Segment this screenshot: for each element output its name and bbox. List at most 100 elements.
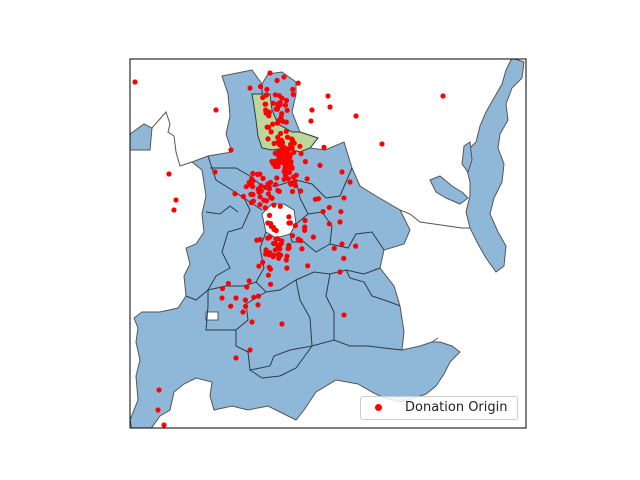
donation-point <box>248 191 254 197</box>
donation-point <box>298 238 304 244</box>
donation-point <box>132 79 138 85</box>
donation-point <box>155 407 161 413</box>
donation-point <box>283 97 290 104</box>
donation-point <box>246 278 252 284</box>
donation-point <box>275 152 282 158</box>
donation-point <box>285 176 291 182</box>
donation-point <box>341 312 347 318</box>
donation-point <box>271 240 277 247</box>
donation-point <box>325 93 331 99</box>
donation-point <box>266 186 272 192</box>
donation-point <box>256 263 262 269</box>
donation-point <box>293 172 299 178</box>
donation-point <box>225 280 231 287</box>
donation-point <box>249 319 255 325</box>
donation-point <box>244 284 250 290</box>
donation-point <box>277 203 283 209</box>
donation-point <box>228 147 234 153</box>
donation-point <box>338 209 344 215</box>
donation-point <box>302 159 308 165</box>
donation-point <box>278 130 284 137</box>
donation-point <box>284 134 291 140</box>
donation-point <box>279 321 285 327</box>
city-boundary-area <box>130 69 461 428</box>
donation-point <box>292 223 298 229</box>
donation-point <box>284 148 291 154</box>
donation-point <box>308 118 314 124</box>
donation-point <box>339 169 345 175</box>
donation-point <box>267 266 274 272</box>
lake-arm-small <box>461 141 473 174</box>
donation-point <box>309 107 315 113</box>
donation-point <box>292 183 298 189</box>
donation-point <box>255 293 261 299</box>
donation-point <box>290 91 296 97</box>
donation-point <box>264 124 270 130</box>
donation-point <box>264 86 270 92</box>
donation-point <box>213 107 219 113</box>
donation-point <box>212 169 218 175</box>
donation-point <box>298 151 304 157</box>
donation-point <box>291 149 297 155</box>
donation-point <box>275 245 281 251</box>
thin-boundary-lines <box>151 111 470 343</box>
donation-point <box>254 237 260 243</box>
donation-point <box>257 84 264 90</box>
donation-point <box>310 234 316 240</box>
donation-point <box>337 269 343 275</box>
donation-point <box>267 179 274 185</box>
donation-point <box>284 265 290 271</box>
donation-point <box>273 236 279 242</box>
donation-point <box>261 197 267 203</box>
donation-point <box>275 139 281 145</box>
donation-point <box>279 95 285 101</box>
donation-point <box>265 191 271 197</box>
donation-point <box>274 77 280 84</box>
donation-point <box>268 129 274 135</box>
donation-point <box>282 163 288 169</box>
donation-point <box>171 207 177 213</box>
donation-point <box>339 241 345 247</box>
donation-point <box>281 168 287 175</box>
left-detached-area <box>130 123 153 151</box>
donation-point <box>260 94 266 101</box>
donation-point <box>156 387 162 393</box>
donation-point <box>228 303 234 309</box>
donation-point <box>273 106 279 112</box>
legend-marker-icon <box>375 404 382 411</box>
donation-point <box>243 303 249 309</box>
donation-point <box>337 219 343 225</box>
donation-point <box>251 294 257 300</box>
district-boundaries <box>185 84 403 379</box>
donation-point <box>255 186 261 192</box>
donation-point <box>279 159 285 166</box>
donation-point <box>379 141 385 147</box>
donation-point <box>250 170 256 177</box>
donation-point <box>275 187 281 194</box>
donation-point <box>274 175 280 181</box>
donation-point <box>320 209 326 215</box>
donation-point <box>276 255 282 261</box>
donation-point <box>282 172 288 179</box>
donation-point <box>286 214 292 220</box>
donation-point <box>281 144 287 150</box>
donation-point <box>282 102 288 108</box>
donation-point <box>288 144 294 150</box>
donation-point <box>262 184 268 190</box>
donation-point <box>265 220 271 226</box>
legend: Donation Origin <box>360 396 518 420</box>
donation-point <box>275 134 281 140</box>
donation-point <box>326 221 332 227</box>
donation-point <box>287 220 293 226</box>
donation-point <box>271 252 277 258</box>
donation-point <box>219 285 226 292</box>
donation-point <box>240 193 246 200</box>
donation-point <box>292 178 298 184</box>
legend-label: Donation Origin <box>405 400 508 415</box>
donation-point <box>295 80 301 86</box>
donation-point <box>270 161 277 167</box>
donation-point <box>273 182 279 188</box>
donation-point <box>250 198 256 204</box>
donation-point <box>327 104 333 110</box>
